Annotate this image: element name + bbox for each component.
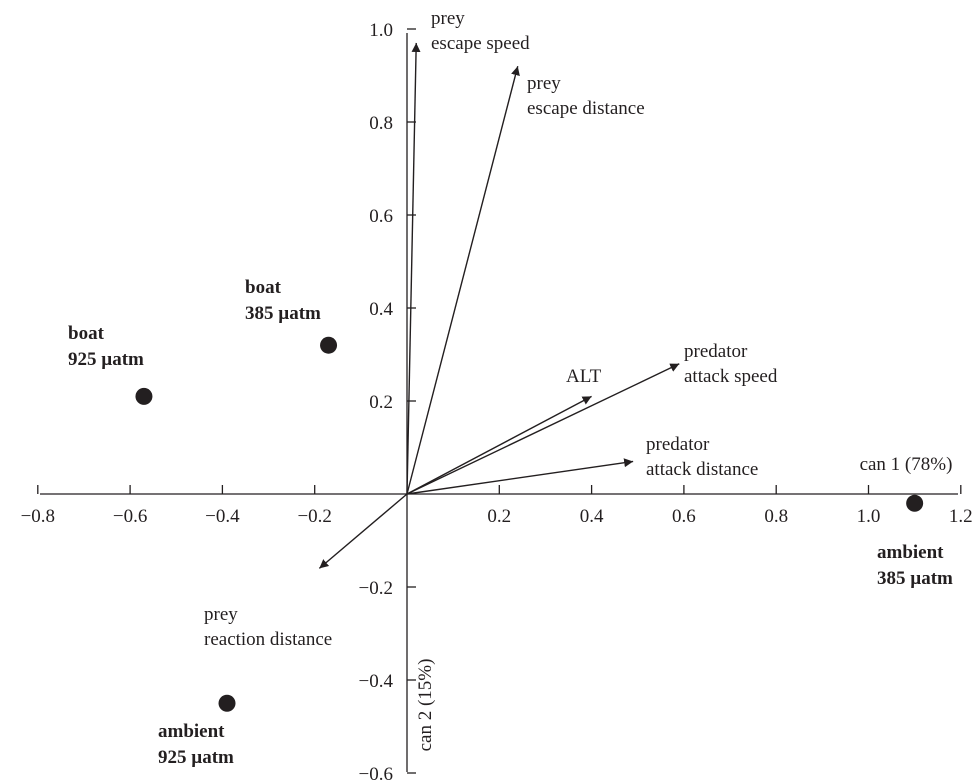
vector-label-prey-reaction-distance: prey reaction distance bbox=[204, 604, 332, 650]
x-tick-label: 0.8 bbox=[764, 506, 788, 527]
vector-label-predator-attack-distance: predator attack distance bbox=[646, 434, 758, 480]
y-tick-label: −0.6 bbox=[359, 764, 393, 783]
vector-label-line: attack speed bbox=[684, 366, 778, 387]
loading-vectors: prey escape speed prey escape distance ALT pr… bbox=[204, 8, 778, 650]
vector-label-line: escape distance bbox=[527, 98, 645, 119]
y-tick-label: −0.2 bbox=[359, 578, 393, 599]
y-tick-label: 0.2 bbox=[369, 392, 393, 413]
centroid-label-line: 925 µatm bbox=[158, 747, 234, 768]
centroid-label-line: ambient bbox=[877, 542, 944, 563]
centroid-label-ambient-925: ambient 925 µatm bbox=[158, 721, 234, 768]
x-axis-title: can 1 (78%) bbox=[860, 454, 953, 475]
x-tick-label: 1.0 bbox=[857, 506, 881, 527]
vector-arrow-prey-reaction-distance bbox=[318, 493, 408, 569]
vector-label-line: ALT bbox=[566, 366, 602, 387]
centroid-point-boat-925 bbox=[135, 387, 153, 405]
centroid-label-ambient-385: ambient 385 µatm bbox=[877, 542, 953, 589]
vector-label-line: prey bbox=[527, 73, 561, 94]
vector-label-line: prey bbox=[204, 604, 238, 625]
vector-label-line: predator bbox=[684, 341, 748, 362]
centroid-label-line: boat bbox=[68, 323, 105, 344]
vector-arrow-prey-escape-distance bbox=[406, 66, 520, 495]
x-tick-label: −0.8 bbox=[21, 506, 55, 527]
vector-arrow-alt bbox=[406, 395, 592, 495]
centroid-label-boat-385: boat 385 µatm bbox=[245, 277, 321, 324]
vector-arrow-prey-escape-speed bbox=[406, 42, 421, 495]
vector-label-line: prey bbox=[431, 8, 465, 29]
centroid-point-ambient-925 bbox=[218, 694, 236, 712]
vector-label-alt: ALT bbox=[566, 366, 602, 387]
vector-label-line: attack distance bbox=[646, 459, 758, 480]
vector-label-line: reaction distance bbox=[204, 629, 332, 650]
x-tick-label: −0.6 bbox=[113, 506, 147, 527]
vector-label-line: predator bbox=[646, 434, 710, 455]
centroid-label-line: 385 µatm bbox=[245, 303, 321, 324]
centroid-point-ambient-385 bbox=[906, 494, 924, 512]
x-tick-label: −0.4 bbox=[205, 506, 240, 527]
y-tick-label: 0.6 bbox=[369, 206, 393, 227]
vector-label-line: escape speed bbox=[431, 33, 530, 54]
x-tick-label: 0.2 bbox=[487, 506, 511, 527]
vector-label-prey-escape-speed: prey escape speed bbox=[431, 8, 530, 54]
x-tick-label: 0.6 bbox=[672, 506, 696, 527]
y-axis: 1.0 0.8 0.6 0.4 0.2 −0.2 −0.4 −0.6 can 2 (15%) bbox=[359, 20, 436, 783]
vector-arrow-predator-attack-speed bbox=[406, 363, 680, 495]
x-tick-label: 0.4 bbox=[580, 506, 604, 527]
centroid-point-boat-385 bbox=[320, 336, 338, 354]
centroid-label-line: 385 µatm bbox=[877, 568, 953, 589]
x-tick-label: 1.2 bbox=[949, 506, 973, 527]
x-tick-label: −0.2 bbox=[297, 506, 331, 527]
y-axis-title: can 2 (15%) bbox=[415, 659, 436, 752]
y-tick-label: 0.4 bbox=[369, 299, 393, 320]
centroid-label-line: 925 µatm bbox=[68, 349, 144, 370]
y-tick-label: 0.8 bbox=[369, 113, 393, 134]
centroid-label-line: boat bbox=[245, 277, 282, 298]
vector-label-predator-attack-speed: predator attack speed bbox=[684, 341, 778, 387]
x-axis: −0.8 −0.6 −0.4 −0.2 0.2 0.4 0.6 0.8 1.0 1.2 can 1… bbox=[21, 454, 973, 527]
y-tick-label: 1.0 bbox=[369, 20, 393, 41]
y-tick-label: −0.4 bbox=[359, 671, 394, 692]
centroid-label-line: ambient bbox=[158, 721, 225, 742]
x-ticks: −0.8 −0.6 −0.4 −0.2 0.2 0.4 0.6 0.8 1.0 1.2 bbox=[21, 485, 973, 527]
centroid-label-boat-925: boat 925 µatm bbox=[68, 323, 144, 370]
vector-arrow-predator-attack-distance bbox=[406, 458, 634, 495]
vector-label-prey-escape-distance: prey escape distance bbox=[527, 73, 645, 119]
